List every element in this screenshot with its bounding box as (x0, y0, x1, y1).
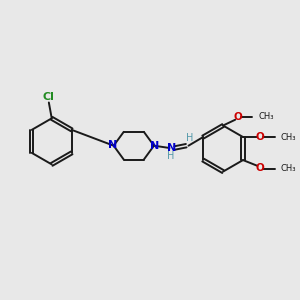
Text: N: N (108, 140, 118, 150)
Text: CH₃: CH₃ (280, 164, 296, 173)
Text: N: N (167, 143, 176, 153)
Text: H: H (167, 151, 174, 161)
Text: CH₃: CH₃ (258, 112, 274, 122)
Text: N: N (150, 141, 159, 151)
Text: H: H (186, 133, 194, 142)
Text: O: O (255, 163, 264, 173)
Text: Cl: Cl (43, 92, 55, 102)
Text: O: O (233, 112, 242, 122)
Text: CH₃: CH₃ (280, 133, 296, 142)
Text: O: O (255, 132, 264, 142)
